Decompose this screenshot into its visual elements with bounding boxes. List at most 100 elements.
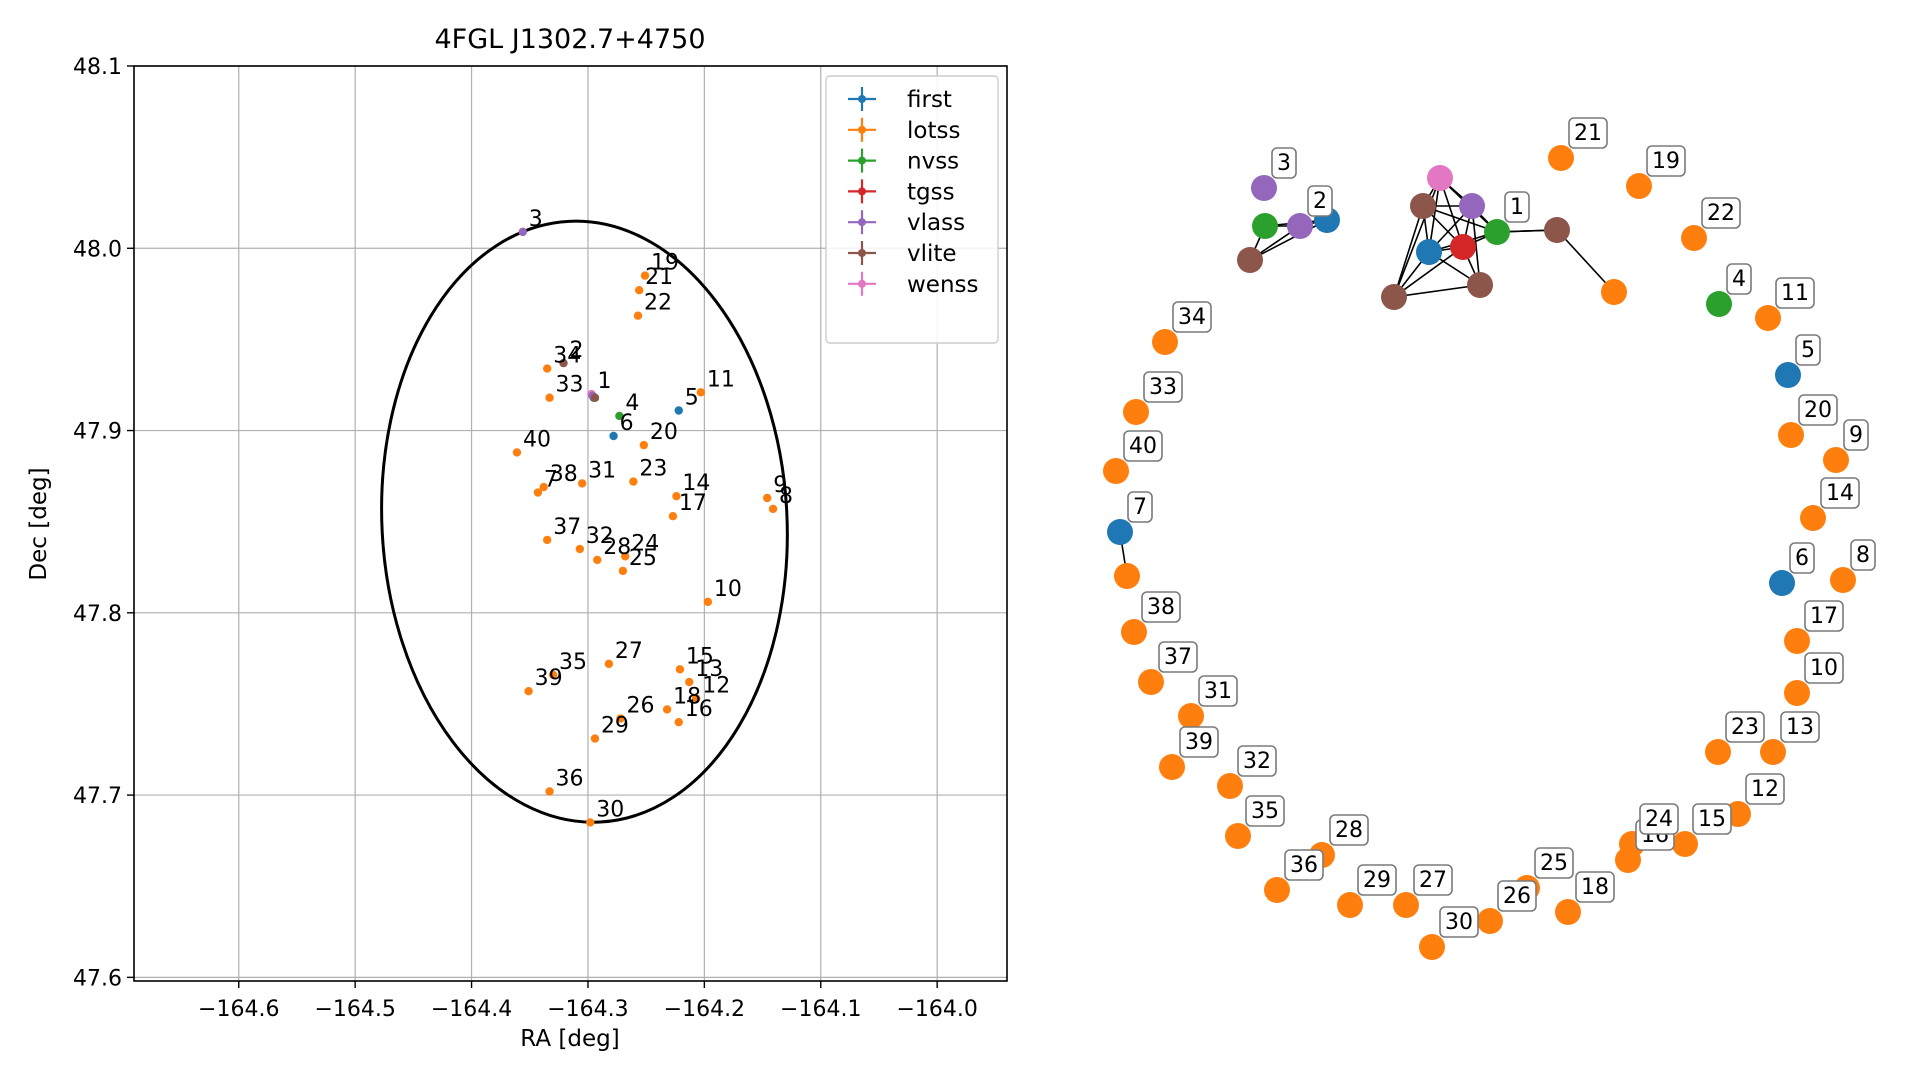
- node-label-10: 10: [1804, 652, 1844, 684]
- node-label-text: 27: [1419, 868, 1447, 893]
- legend-label: vlite: [907, 241, 957, 267]
- node-label-11: 11: [1775, 277, 1815, 309]
- network-node-lotss: [1760, 739, 1786, 765]
- node-label-39: 39: [1179, 726, 1219, 758]
- node-label-box: [1568, 117, 1608, 149]
- point-label: 33: [556, 373, 584, 398]
- network-node-lotss: [1121, 619, 1147, 645]
- legend-label: nvss: [907, 149, 959, 175]
- node-label-2: 2: [1307, 185, 1333, 217]
- node-label-text: 35: [1251, 799, 1279, 824]
- node-label-text: 19: [1652, 149, 1680, 174]
- node-label-box: [1413, 864, 1453, 896]
- data-point-lotss: [692, 694, 701, 703]
- node-label-text: 30: [1445, 910, 1473, 935]
- network-node-lotss: [1755, 305, 1781, 331]
- node-label-36: 36: [1284, 849, 1324, 881]
- network-node-lotss: [1123, 399, 1149, 425]
- legend-marker-dot: [858, 125, 866, 134]
- network-node-nvss: [1252, 213, 1278, 239]
- node-label-text: 26: [1503, 884, 1531, 909]
- y-tick-label: 47.8: [73, 602, 122, 627]
- node-label-box: [1701, 197, 1741, 229]
- node-label-29: 29: [1357, 864, 1397, 896]
- point-label: 12: [702, 673, 730, 698]
- node-label-text: 25: [1540, 851, 1568, 876]
- node-label-28: 28: [1329, 814, 1369, 846]
- node-label-box: [1198, 675, 1238, 707]
- data-point-lotss: [586, 818, 595, 827]
- point-label: 29: [601, 714, 629, 739]
- source-points: [512, 227, 778, 827]
- network-node-first: [1416, 239, 1442, 265]
- node-label-text: 4: [1732, 267, 1746, 292]
- node-label-34: 34: [1172, 301, 1212, 333]
- point-label: 3: [529, 207, 543, 232]
- data-point-lotss: [685, 677, 694, 687]
- data-point-lotss: [768, 504, 778, 514]
- network-node-lotss: [1705, 739, 1731, 765]
- network-node-lotss: [1626, 173, 1652, 199]
- node-label-8: 8: [1850, 539, 1876, 571]
- y-axis-label: Dec [deg]: [26, 467, 52, 580]
- legend-label: tgss: [907, 179, 955, 205]
- node-label-18: 18: [1575, 871, 1615, 903]
- point-label: 10: [714, 577, 742, 602]
- data-point-lotss: [662, 705, 672, 714]
- node-label-box: [1534, 847, 1574, 879]
- network-node-nvss: [1484, 219, 1510, 245]
- data-point-vlite: [559, 358, 568, 368]
- legend-marker-dot: [858, 95, 866, 103]
- x-tick-label: −164.2: [664, 997, 745, 1022]
- network-node-lotss: [1823, 447, 1849, 473]
- data-point-lotss: [672, 491, 681, 501]
- network-node-lotss: [1264, 877, 1290, 903]
- chart-title: 4FGL J1302.7+4750: [434, 24, 705, 55]
- y-tick-label: 47.9: [73, 420, 122, 445]
- point-label: 27: [615, 639, 643, 664]
- node-label-text: 14: [1826, 481, 1854, 506]
- node-label-box: [1726, 263, 1752, 295]
- data-point-lotss: [633, 311, 643, 320]
- network-node-lotss: [1152, 329, 1178, 355]
- node-label-box: [1179, 726, 1219, 758]
- network-node-vlass: [1459, 193, 1485, 219]
- network-node-lotss: [1393, 892, 1419, 918]
- point-label: 18: [673, 684, 701, 709]
- node-label-box: [1497, 880, 1537, 912]
- node-label-box: [1795, 334, 1821, 366]
- data-point-lotss: [640, 271, 650, 280]
- network-edge: [1471, 205, 1481, 286]
- network-node-lotss: [1601, 279, 1627, 305]
- point-label: 21: [645, 265, 673, 290]
- node-label-24: 24: [1639, 803, 1679, 835]
- node-label-box: [1646, 145, 1686, 177]
- network-node-lotss: [1800, 505, 1826, 531]
- node-label-box: [1820, 477, 1860, 509]
- network-edge: [1249, 219, 1328, 261]
- legend-label: vlass: [907, 210, 965, 236]
- legend-marker-dot: [858, 249, 866, 257]
- node-label-17: 17: [1804, 600, 1844, 632]
- legend-entries: first lotss nvss tgss vlass vlite wenss: [848, 87, 979, 298]
- network-node-vlite: [1237, 247, 1263, 273]
- node-label-7: 7: [1127, 491, 1153, 523]
- node-label-32: 32: [1237, 745, 1277, 777]
- node-label-text: 17: [1810, 604, 1838, 629]
- node-label-box: [1804, 600, 1844, 632]
- node-label-22: 22: [1701, 197, 1741, 229]
- network-edge: [1556, 229, 1615, 293]
- network-node-lotss: [1477, 908, 1503, 934]
- node-label-text: 15: [1698, 807, 1726, 832]
- network-node-vlass: [1251, 175, 1277, 201]
- point-label: 39: [535, 666, 563, 691]
- network-node-wenss: [1427, 165, 1453, 191]
- network-edges: [1119, 177, 1615, 577]
- network-node-lotss: [1225, 823, 1251, 849]
- legend-entry-nvss: nvss: [848, 148, 959, 175]
- confidence-ellipse: [380, 219, 789, 824]
- point-label: 22: [644, 291, 672, 316]
- data-point-lotss: [590, 734, 600, 743]
- node-label-box: [1804, 652, 1844, 684]
